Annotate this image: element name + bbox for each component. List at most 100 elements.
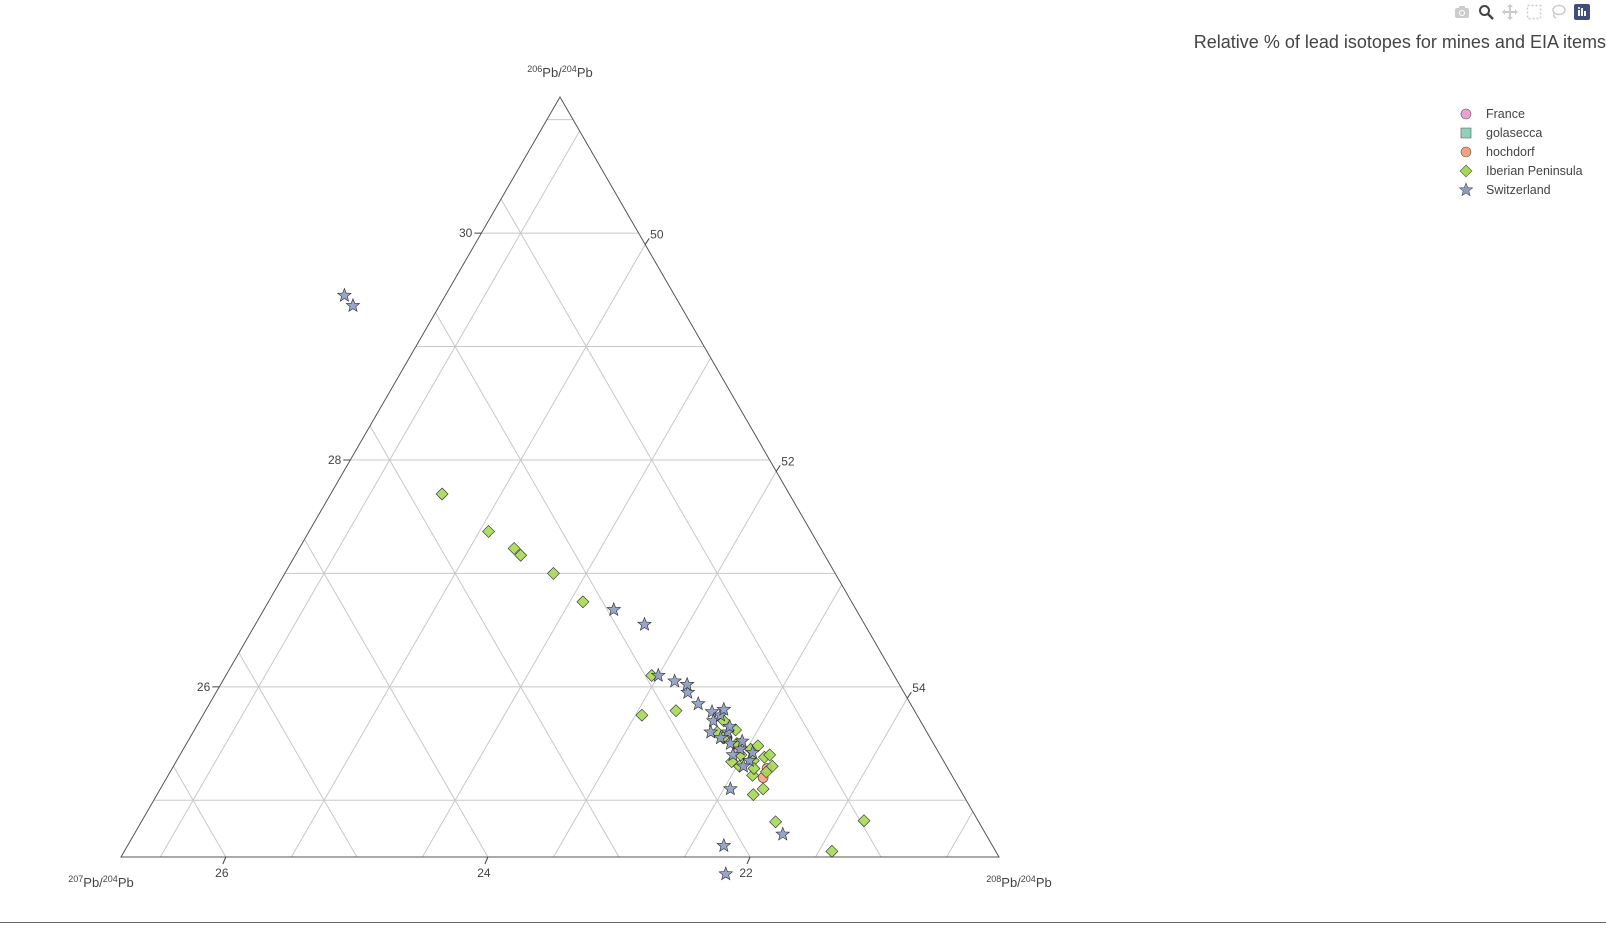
box-select-icon[interactable] <box>1524 2 1544 22</box>
data-point[interactable] <box>345 297 361 313</box>
tick-mark-b <box>484 856 489 865</box>
legend-label: Iberian Peninsula <box>1486 163 1583 178</box>
grid-line-c <box>553 471 777 858</box>
tick-mark-c <box>775 465 781 472</box>
legend: France golasecca hochdorf Iberian Peninsula… <box>1458 104 1583 199</box>
ternary-grid <box>153 119 974 858</box>
tick-label-a: 30 <box>459 226 473 240</box>
grid-line-b <box>500 198 882 858</box>
data-point[interactable] <box>763 748 777 762</box>
legend-label: golasecca <box>1486 125 1543 140</box>
legend-item-iberian-peninsula[interactable]: Iberian Peninsula <box>1458 161 1583 180</box>
grid-line-b <box>238 652 358 858</box>
divider <box>0 922 1606 923</box>
data-point[interactable] <box>722 718 738 733</box>
tick-label-b: 22 <box>739 866 753 880</box>
data-point[interactable] <box>514 548 528 562</box>
data-point[interactable] <box>775 826 791 841</box>
data-point[interactable] <box>606 601 622 617</box>
tick-mark-b <box>222 856 227 865</box>
data-point[interactable] <box>482 525 496 538</box>
pan-icon[interactable] <box>1500 2 1520 22</box>
legend-label: France <box>1486 106 1525 121</box>
data-point[interactable] <box>756 782 770 796</box>
data-point[interactable] <box>722 781 738 796</box>
grid-line-c <box>290 244 646 858</box>
data-point[interactable] <box>635 708 649 722</box>
tick-label-c: 52 <box>781 454 795 468</box>
grid-line-b <box>435 312 751 858</box>
legend-label: hochdorf <box>1486 144 1535 159</box>
data-point[interactable] <box>746 768 760 782</box>
data-point[interactable] <box>747 762 761 775</box>
grid-line-b <box>304 539 489 858</box>
data-point[interactable] <box>745 744 761 759</box>
data-point[interactable] <box>650 667 666 682</box>
data-point[interactable] <box>741 752 757 767</box>
ternary-frame <box>120 96 1000 858</box>
grid-line-c <box>159 130 581 858</box>
grid-line-b <box>369 425 620 858</box>
data-point[interactable] <box>435 487 449 501</box>
grid-line-c <box>946 811 974 858</box>
data-point[interactable] <box>718 866 734 881</box>
series-switzerland[interactable] <box>336 287 791 881</box>
data-point[interactable] <box>765 759 779 773</box>
square-marker-icon <box>1460 127 1472 138</box>
tick-mark-c <box>644 238 650 245</box>
tick-mark-b <box>746 856 751 865</box>
data-point[interactable] <box>713 730 728 745</box>
ternary-ticks: 26 28 30 22 24 26 50 52 54 <box>197 226 926 880</box>
data-point[interactable] <box>547 566 560 580</box>
tick-mark-c <box>906 691 912 699</box>
legend-item-france[interactable]: France <box>1458 104 1583 123</box>
grid-line-b <box>172 766 227 858</box>
data-point[interactable] <box>576 595 590 609</box>
data-point[interactable] <box>336 287 352 302</box>
camera-icon[interactable] <box>1452 2 1472 22</box>
data-point[interactable] <box>637 616 652 631</box>
data-point[interactable] <box>703 724 719 739</box>
tick-label-a: 28 <box>328 453 342 467</box>
data-point[interactable] <box>667 673 683 688</box>
data-point[interactable] <box>690 696 706 711</box>
data-point[interactable] <box>857 814 871 828</box>
data-point[interactable] <box>716 701 732 716</box>
legend-label: Switzerland <box>1486 182 1551 197</box>
data-point[interactable] <box>704 703 720 719</box>
data-point[interactable] <box>725 747 741 762</box>
data-point[interactable] <box>734 733 750 748</box>
data-point[interactable] <box>722 735 738 750</box>
tick-label-b: 26 <box>215 866 229 880</box>
data-point[interactable] <box>736 758 751 773</box>
tick-label-c: 50 <box>650 227 664 241</box>
plotly-logo-icon[interactable] <box>1572 2 1592 22</box>
star-marker-icon <box>1458 181 1474 196</box>
axis-a-title: 206Pb/204Pb <box>527 64 592 80</box>
data-point[interactable] <box>769 815 782 829</box>
legend-item-switzerland[interactable]: Switzerland <box>1458 180 1583 199</box>
legend-item-golasecca[interactable]: golasecca <box>1458 123 1583 142</box>
data-point[interactable] <box>746 788 760 802</box>
data-points[interactable] <box>336 287 871 881</box>
grid-line-c <box>815 697 908 858</box>
legend-item-hochdorf[interactable]: hochdorf <box>1458 142 1583 161</box>
diamond-marker-icon <box>1459 164 1473 177</box>
tick-label-b: 24 <box>477 866 491 880</box>
axis-b-title: 207Pb/204Pb <box>68 874 133 890</box>
series-iberian-peninsula[interactable] <box>435 487 871 858</box>
lasso-select-icon[interactable] <box>1548 2 1568 22</box>
data-point[interactable] <box>716 837 732 852</box>
chart-title: Relative % of lead isotopes for mines an… <box>1193 32 1606 52</box>
data-point[interactable] <box>507 542 521 555</box>
zoom-icon[interactable] <box>1476 2 1496 22</box>
data-point[interactable] <box>669 704 683 718</box>
data-point[interactable] <box>732 741 748 756</box>
grid-line-c <box>684 584 843 858</box>
data-point[interactable] <box>825 844 839 858</box>
axis-c-title: 208Pb/204Pb <box>986 874 1051 890</box>
data-point[interactable] <box>679 676 695 691</box>
circle-marker-icon <box>1460 108 1472 119</box>
grid-line-c <box>421 357 712 858</box>
